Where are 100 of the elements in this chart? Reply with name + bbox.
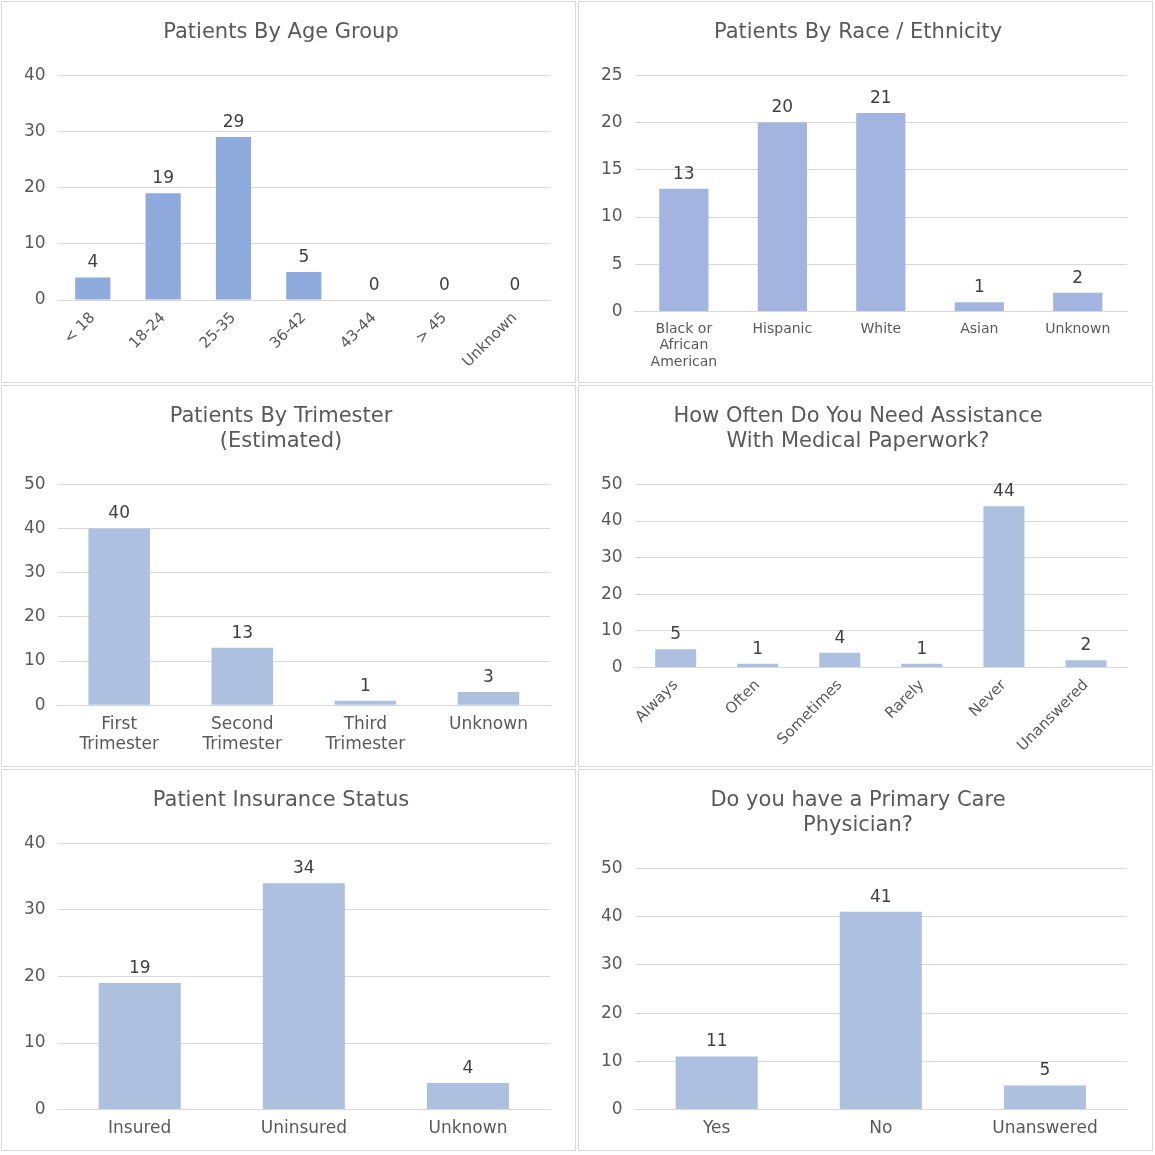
data-label: 34	[293, 857, 315, 878]
bar	[757, 122, 807, 312]
data-label: 0	[509, 273, 521, 294]
data-label: 4	[462, 1056, 474, 1077]
x-tick-label: Asian	[960, 319, 999, 336]
y-tick-label: 10	[23, 232, 46, 253]
bar	[334, 700, 397, 705]
x-tick-label: Insured	[108, 1117, 172, 1138]
y-tick-label: 40	[23, 831, 46, 852]
y-tick-label: 20	[600, 110, 623, 131]
y-tick-label: 10	[600, 619, 623, 640]
bar	[262, 883, 345, 1110]
bar	[737, 663, 779, 667]
y-tick-label: 0	[611, 655, 623, 676]
y-tick-label: 40	[23, 63, 46, 84]
data-label: 5	[1039, 1059, 1051, 1080]
x-tick-label: > 45	[411, 308, 451, 347]
bar	[98, 983, 181, 1110]
chart-title: How Often Do You Need Assistance With Medical Paperwork?	[673, 403, 1043, 453]
x-tick-label: Unknown	[1045, 319, 1111, 336]
x-tick-label: Unanswered	[992, 1117, 1098, 1138]
data-label: 20	[771, 96, 794, 117]
bar	[856, 113, 906, 312]
bar	[983, 506, 1025, 667]
data-label: 19	[152, 167, 174, 188]
data-label: 11	[705, 1030, 728, 1051]
y-tick-label: 20	[600, 1001, 623, 1022]
data-label: 1	[973, 276, 985, 297]
data-label: 13	[673, 162, 695, 183]
bar	[1065, 660, 1107, 667]
bar	[145, 193, 181, 300]
data-label: 0	[368, 273, 380, 294]
data-label: 4	[834, 626, 846, 647]
bar	[839, 911, 922, 1110]
y-tick-label: 40	[23, 516, 46, 537]
bar	[457, 691, 520, 705]
y-tick-label: 30	[23, 898, 46, 919]
chart-title: Patients By Trimester (Estimated)	[169, 403, 393, 453]
data-label: 40	[108, 502, 130, 523]
chart-title: Patients By Race / Ethnicity	[713, 19, 1003, 44]
chart-title: Patient Insurance Status	[152, 787, 410, 812]
data-label: 1	[916, 637, 928, 658]
bar	[88, 528, 150, 705]
x-tick-label: Uninsured	[260, 1117, 347, 1138]
x-tick-label: Unknown	[428, 1117, 508, 1138]
y-tick-label: 30	[23, 561, 46, 582]
x-tick-label: Third Trimester	[324, 712, 406, 754]
data-label: 2	[1080, 634, 1092, 655]
y-tick-label: 0	[611, 300, 623, 321]
y-tick-label: 50	[23, 472, 46, 493]
y-tick-label: 30	[600, 953, 623, 974]
data-label: 1	[359, 674, 371, 695]
bar	[286, 271, 322, 300]
x-tick-label: Second Trimester	[201, 712, 283, 754]
y-tick-label: 0	[34, 288, 46, 309]
data-label: 44	[993, 480, 1015, 501]
y-tick-label: 10	[23, 1031, 46, 1052]
bar	[75, 277, 111, 300]
y-tick-label: 50	[600, 856, 623, 877]
x-tick-label: < 18	[59, 308, 99, 347]
x-tick-label: Yes	[701, 1117, 731, 1138]
y-tick-label: 0	[34, 693, 46, 714]
y-tick-label: 0	[34, 1098, 46, 1119]
bar	[819, 652, 861, 667]
y-tick-label: 30	[600, 546, 623, 567]
x-tick-label: White	[860, 319, 902, 336]
y-tick-label: 40	[600, 905, 623, 926]
y-tick-label: 10	[23, 649, 46, 670]
y-tick-label: 20	[23, 176, 46, 197]
bar	[675, 1056, 758, 1110]
data-label: 5	[670, 623, 682, 644]
data-label: 19	[128, 956, 151, 977]
data-label: 41	[870, 885, 892, 906]
bar	[426, 1082, 509, 1110]
data-label: 21	[870, 86, 892, 107]
y-tick-label: 25	[600, 63, 623, 84]
bar	[1053, 292, 1103, 312]
data-label: 5	[298, 245, 310, 266]
data-label: 13	[231, 621, 254, 642]
y-tick-label: 10	[600, 1049, 623, 1070]
bar	[1003, 1085, 1086, 1110]
bar	[954, 302, 1004, 312]
y-tick-label: 20	[23, 964, 46, 985]
data-label: 0	[439, 273, 450, 294]
data-label: 4	[87, 251, 99, 272]
y-tick-label: 20	[23, 605, 46, 626]
chart-title: Do you have a Primary Care Physician?	[710, 787, 1006, 837]
data-label: 1	[752, 637, 764, 658]
data-label: 29	[222, 110, 245, 131]
y-tick-label: 20	[600, 582, 623, 603]
data-label: 3	[483, 665, 494, 686]
bar	[211, 647, 274, 705]
y-tick-label: 30	[23, 119, 46, 140]
x-tick-label: First Trimester	[78, 712, 159, 754]
x-tick-label: No	[869, 1117, 893, 1138]
x-tick-label: Black or African American	[650, 319, 718, 370]
x-tick-label: Hispanic	[752, 319, 813, 336]
y-tick-label: 10	[600, 205, 623, 226]
bar	[901, 663, 943, 667]
bar	[215, 137, 252, 300]
